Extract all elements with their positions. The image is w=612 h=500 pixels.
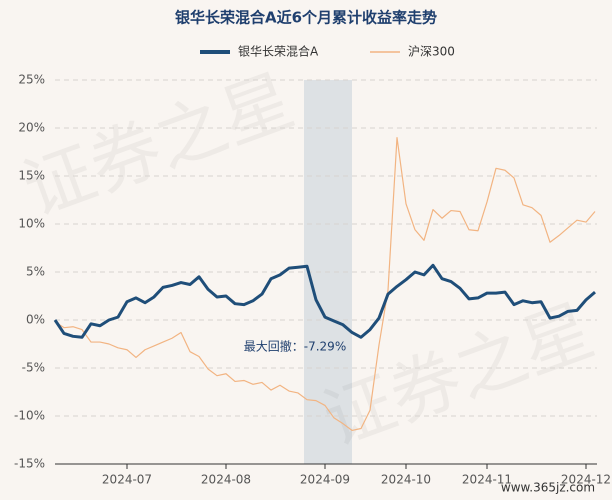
source-mark: www.365jz.com [501, 481, 595, 495]
y-tick-label: -10% [14, 409, 45, 423]
series-line [53, 263, 596, 339]
legend-label: 沪深300 [408, 45, 455, 59]
x-tick-label: 2024-11 [462, 473, 512, 487]
y-tick-label: 5% [26, 265, 45, 279]
y-tick-label: -15% [14, 457, 45, 471]
x-tick-label: 2024-09 [300, 473, 350, 487]
y-tick-label: 15% [18, 169, 45, 183]
x-tick-label: 2024-12 [561, 473, 611, 487]
y-tick-label: 10% [18, 217, 45, 231]
y-tick-label: 20% [18, 121, 45, 135]
x-tick-label: 2024-08 [201, 473, 251, 487]
y-tick-label: 0% [26, 313, 45, 327]
chart-title: 银华长荣混合A近6个月累计收益率走势 [175, 9, 437, 27]
x-tick-label: 2024-07 [102, 473, 152, 487]
annotation: 最大回撤：-7.29% [244, 339, 346, 354]
legend-label: 银华长荣混合A [238, 44, 319, 59]
series-line [54, 137, 596, 431]
y-tick-label: -5% [22, 361, 45, 375]
y-tick-label: 25% [18, 73, 45, 87]
x-tick-label: 2024-10 [381, 473, 431, 487]
